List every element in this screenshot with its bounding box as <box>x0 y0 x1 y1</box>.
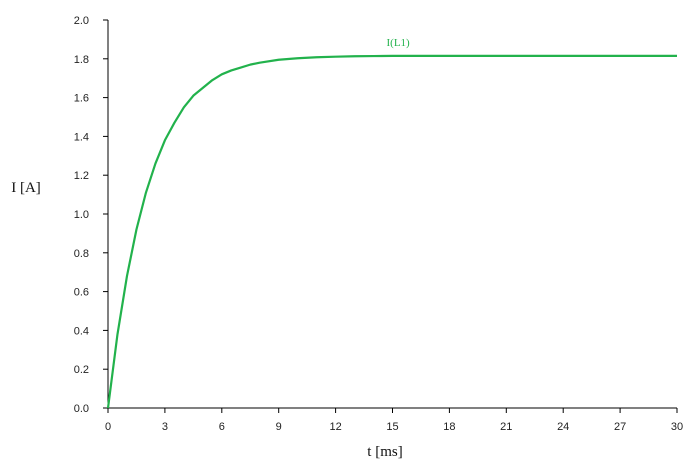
series-lines: I(L1) <box>106 37 677 409</box>
ticks <box>103 19 678 413</box>
y-tick-label: 0.4 <box>74 325 89 337</box>
y-tick-label: 1.6 <box>74 93 89 105</box>
y-tick-label: 1.8 <box>74 54 89 66</box>
x-tick-label: 24 <box>557 421 569 433</box>
y-tick-label: 1.0 <box>74 209 89 221</box>
series-label: I(L1) <box>387 37 411 49</box>
y-tick-label: 1.4 <box>74 131 89 143</box>
x-tick-label: 30 <box>671 421 683 433</box>
x-tick-label: 12 <box>329 421 341 433</box>
y-tick-label: 2.0 <box>74 15 89 27</box>
x-tick-label: 0 <box>105 421 111 433</box>
y-tick-label: 0.2 <box>74 364 89 376</box>
x-tick-label: 9 <box>276 421 282 433</box>
series-line <box>106 54 677 409</box>
x-tick-label: 15 <box>386 421 398 433</box>
x-axis-title: t [ms] <box>367 444 402 459</box>
x-tick-label: 6 <box>219 421 225 433</box>
y-axis-title: I [A] <box>11 180 41 196</box>
x-tick-label: 27 <box>614 421 626 433</box>
y-tick-label: 0.0 <box>74 403 89 415</box>
y-tick-label: 0.8 <box>74 248 89 260</box>
tick-labels: 0 3 6 9 12 15 18 21 24 27 30 0.0 0.2 0.4 0.6 0.8 1.0 1.2 1… <box>74 15 683 433</box>
x-tick-label: 18 <box>443 421 455 433</box>
y-tick-label: 1.2 <box>74 170 89 182</box>
y-tick-label: 0.6 <box>74 287 89 299</box>
x-tick-label: 3 <box>162 421 168 433</box>
axes <box>107 20 677 409</box>
x-tick-label: 21 <box>500 421 512 433</box>
